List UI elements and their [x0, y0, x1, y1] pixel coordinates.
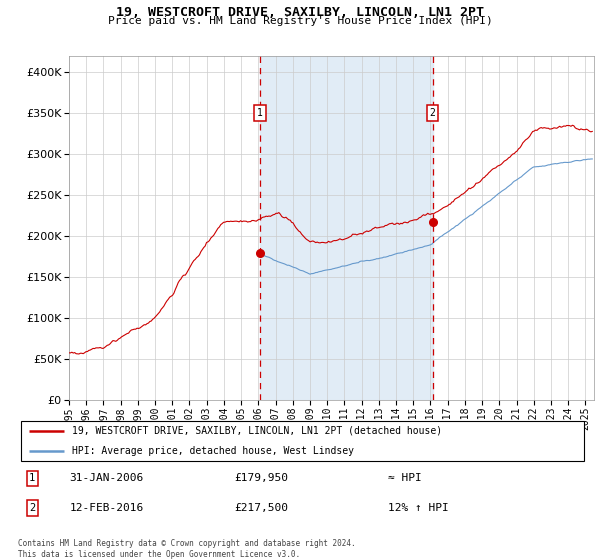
Text: HPI: Average price, detached house, West Lindsey: HPI: Average price, detached house, West… — [72, 446, 354, 456]
Text: Contains HM Land Registry data © Crown copyright and database right 2024.
This d: Contains HM Land Registry data © Crown c… — [18, 539, 356, 559]
Text: 2: 2 — [430, 109, 436, 118]
Text: 12-FEB-2016: 12-FEB-2016 — [70, 503, 143, 513]
Text: 31-JAN-2006: 31-JAN-2006 — [70, 473, 143, 483]
Text: 1: 1 — [257, 109, 263, 118]
Text: 12% ↑ HPI: 12% ↑ HPI — [389, 503, 449, 513]
Text: 1: 1 — [29, 473, 35, 483]
Text: 19, WESTCROFT DRIVE, SAXILBY, LINCOLN, LN1 2PT: 19, WESTCROFT DRIVE, SAXILBY, LINCOLN, L… — [116, 6, 484, 18]
Text: 19, WESTCROFT DRIVE, SAXILBY, LINCOLN, LN1 2PT (detached house): 19, WESTCROFT DRIVE, SAXILBY, LINCOLN, L… — [72, 426, 442, 436]
Text: 2: 2 — [29, 503, 35, 513]
Text: £217,500: £217,500 — [235, 503, 289, 513]
FancyBboxPatch shape — [21, 421, 584, 461]
Bar — [260, 56, 433, 400]
Text: ≈ HPI: ≈ HPI — [389, 473, 422, 483]
Text: £179,950: £179,950 — [235, 473, 289, 483]
Text: Price paid vs. HM Land Registry's House Price Index (HPI): Price paid vs. HM Land Registry's House … — [107, 16, 493, 26]
